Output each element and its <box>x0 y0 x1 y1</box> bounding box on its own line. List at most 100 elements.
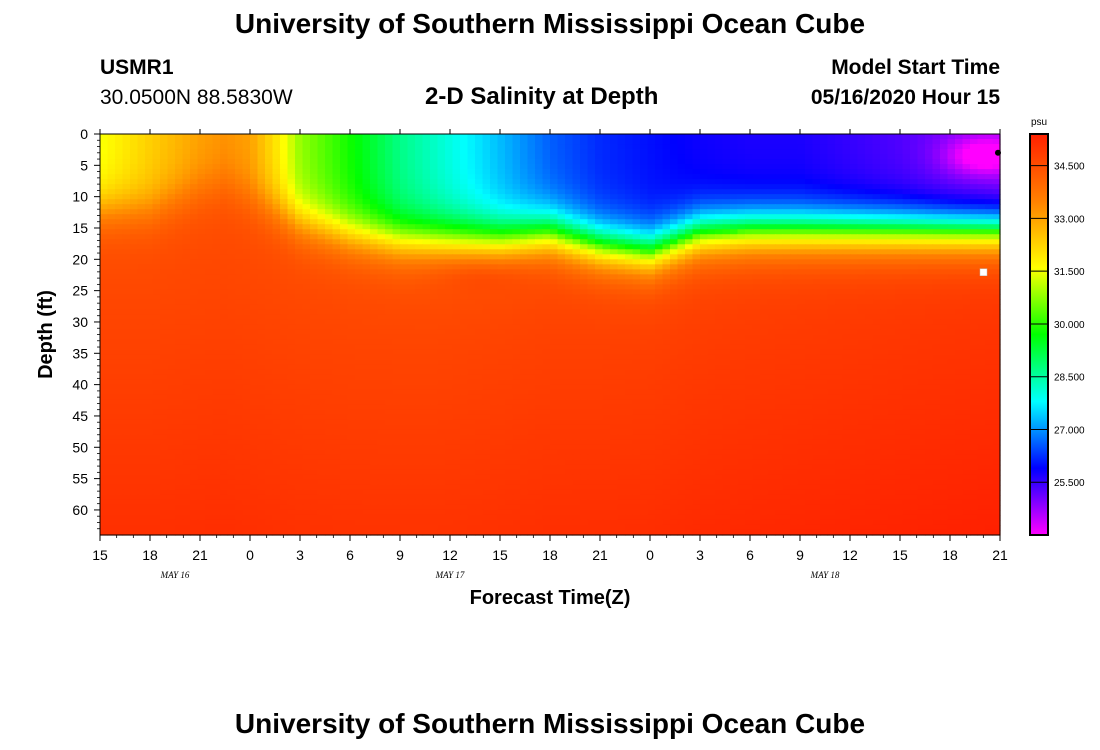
heatmap-cell <box>115 324 124 331</box>
heatmap-cell <box>385 214 394 220</box>
heatmap-cell <box>632 214 641 220</box>
heatmap-cell <box>160 334 169 341</box>
heatmap-cell <box>422 159 431 165</box>
heatmap-cell <box>430 304 439 311</box>
heatmap-cell <box>985 319 994 326</box>
heatmap-cell <box>220 304 229 311</box>
heatmap-cell <box>257 224 266 230</box>
heatmap-cell <box>205 154 214 160</box>
heatmap-cell <box>475 309 484 316</box>
heatmap-cell <box>820 304 829 311</box>
heatmap-cell <box>265 314 274 321</box>
heatmap-cell <box>220 149 229 155</box>
heatmap-cell <box>707 289 716 295</box>
heatmap-cell <box>250 174 259 180</box>
heatmap-cell <box>167 304 176 311</box>
heatmap-cell <box>902 314 911 321</box>
heatmap-cell <box>235 164 244 170</box>
heatmap-cell <box>730 189 739 195</box>
heatmap-cell <box>115 134 124 140</box>
heatmap-cell <box>137 179 146 185</box>
heatmap-cell <box>617 154 626 160</box>
heatmap-cell <box>872 134 881 140</box>
heatmap-cell <box>482 284 491 290</box>
heatmap-cell <box>865 224 874 230</box>
heatmap-cell <box>820 289 829 295</box>
heatmap-cell <box>445 214 454 220</box>
heatmap-cell <box>775 264 784 270</box>
heatmap-cell <box>370 164 379 170</box>
heatmap-cell <box>437 294 446 301</box>
heatmap-cell <box>565 279 574 285</box>
heatmap-cell <box>385 334 394 341</box>
heatmap-cell <box>955 204 964 210</box>
heatmap-cell <box>212 144 221 150</box>
heatmap-cell <box>107 294 116 301</box>
heatmap-cell <box>250 249 259 255</box>
heatmap-cell <box>722 144 731 150</box>
heatmap-cell <box>340 249 349 255</box>
heatmap-cell <box>265 274 274 280</box>
heatmap-cells <box>100 134 1001 536</box>
heatmap-cell <box>220 289 229 295</box>
heatmap-cell <box>572 184 581 190</box>
heatmap-cell <box>377 159 386 165</box>
heatmap-cell <box>175 304 184 311</box>
heatmap-cell <box>220 174 229 180</box>
heatmap-cell <box>760 219 769 225</box>
heatmap-cell <box>287 289 296 295</box>
heatmap-cell <box>310 304 319 311</box>
heatmap-cell <box>490 189 499 195</box>
heatmap-cell <box>707 209 716 215</box>
heatmap-cell <box>370 229 379 235</box>
heatmap-cell <box>190 289 199 295</box>
heatmap-cell <box>557 164 566 170</box>
heatmap-cell <box>557 309 566 316</box>
heatmap-cell <box>505 339 514 346</box>
heatmap-cell <box>167 299 176 306</box>
heatmap-cell <box>115 244 124 250</box>
heatmap-cell <box>722 334 731 341</box>
heatmap-cell <box>212 319 221 326</box>
heatmap-cell <box>452 174 461 180</box>
heatmap-cell <box>865 209 874 215</box>
heatmap-cell <box>595 309 604 316</box>
heatmap-cell <box>970 284 979 290</box>
heatmap-cell <box>482 209 491 215</box>
heatmap-cell <box>565 284 574 290</box>
heatmap-cell <box>497 164 506 170</box>
heatmap-cell <box>752 139 761 145</box>
heatmap-cell <box>235 324 244 331</box>
heatmap-cell <box>497 249 506 255</box>
heatmap-cell <box>565 249 574 255</box>
heatmap-cell <box>107 179 116 185</box>
heatmap-cell <box>617 159 626 165</box>
heatmap-cell <box>370 269 379 275</box>
heatmap-cell <box>227 329 236 336</box>
heatmap-cell <box>775 334 784 341</box>
heatmap-cell <box>422 144 431 150</box>
heatmap-cell <box>917 299 926 306</box>
heatmap-cell <box>475 179 484 185</box>
heatmap-cell <box>235 234 244 240</box>
heatmap-cell <box>100 309 109 316</box>
heatmap-cell <box>325 169 334 175</box>
heatmap-cell <box>640 134 649 140</box>
heatmap-cell <box>692 294 701 301</box>
heatmap-cell <box>887 199 896 205</box>
heatmap-cell <box>332 189 341 195</box>
heatmap-cell <box>895 259 904 265</box>
heatmap-cell <box>895 179 904 185</box>
heatmap-cell <box>392 159 401 165</box>
heatmap-cell <box>872 219 881 225</box>
heatmap-cell <box>685 234 694 240</box>
heatmap-cell <box>145 159 154 165</box>
heatmap-cell <box>745 194 754 200</box>
heatmap-cell <box>280 224 289 230</box>
heatmap-cell <box>340 244 349 250</box>
heatmap-cell <box>902 174 911 180</box>
heatmap-cell <box>647 219 656 225</box>
heatmap-cell <box>445 304 454 311</box>
heatmap-cell <box>535 249 544 255</box>
heatmap-cell <box>670 144 679 150</box>
